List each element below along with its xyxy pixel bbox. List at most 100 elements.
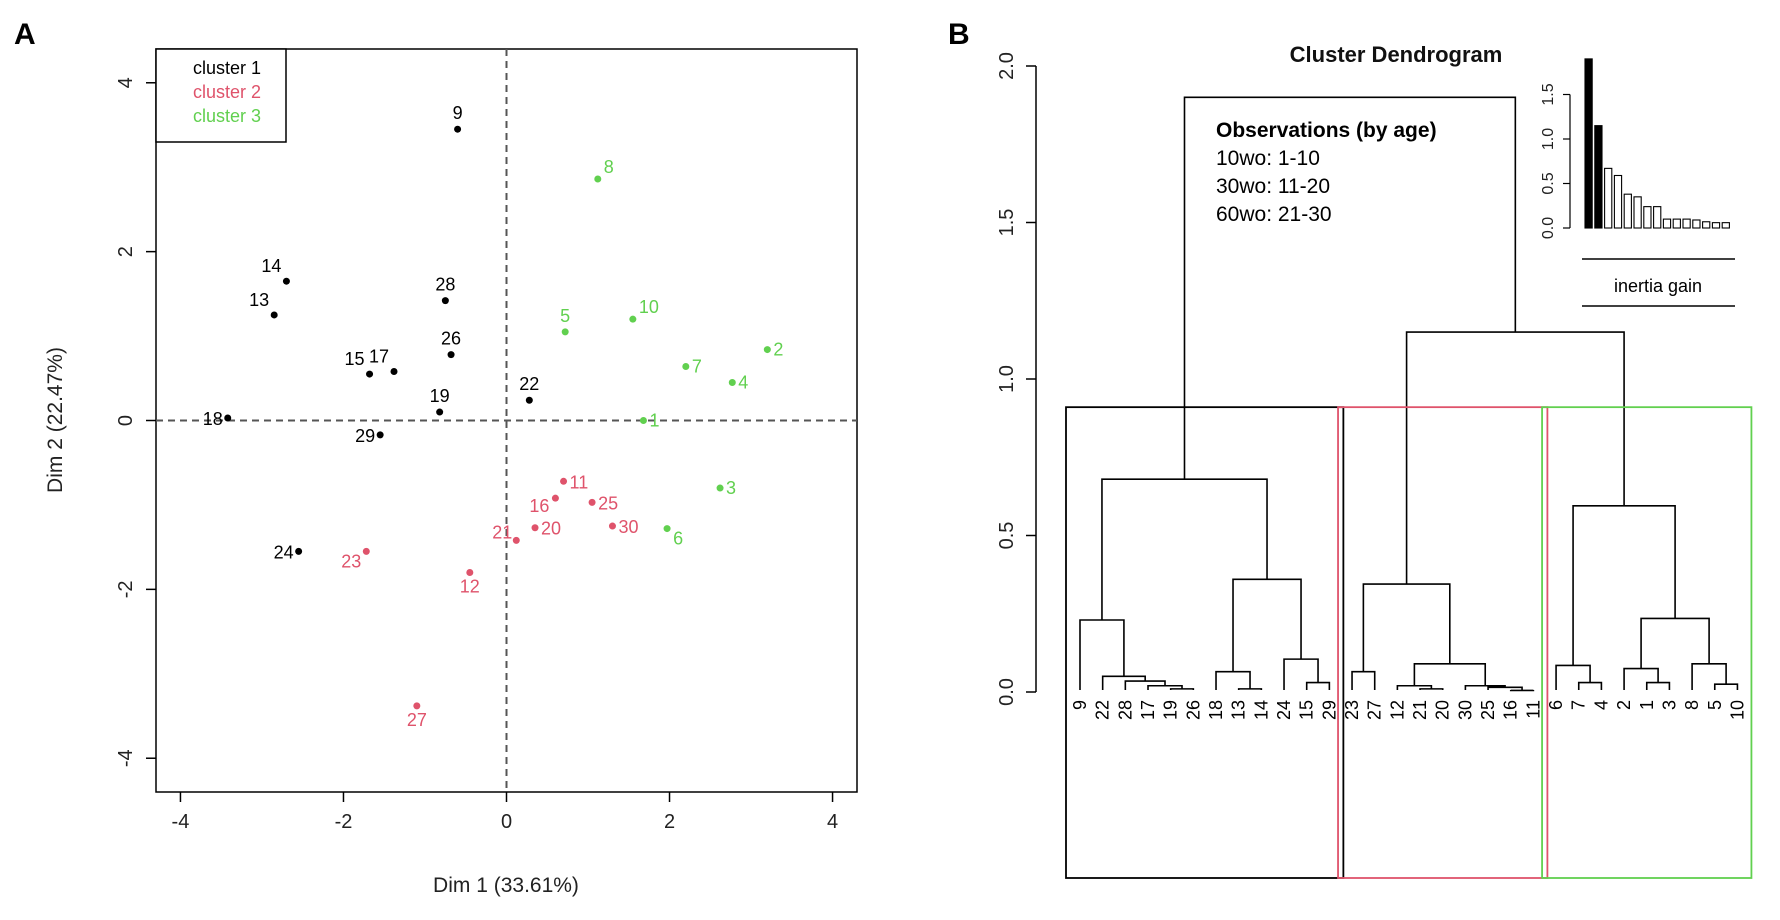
observations-note-line-1: 10wo: 1-10 xyxy=(1216,147,1320,170)
scatter-y-axis-label: Dim 2 (22.47%) xyxy=(44,347,67,493)
point-21 xyxy=(512,536,520,544)
merge-b1 xyxy=(1351,670,1376,690)
merge-c5 xyxy=(1713,683,1739,690)
point-8 xyxy=(594,175,602,183)
point-18 xyxy=(224,414,232,422)
leaf-label-13: 13 xyxy=(1229,700,1249,720)
x-tick-label: 0 xyxy=(501,811,512,833)
point-30 xyxy=(608,522,616,530)
cluster-box-2 xyxy=(1337,406,1549,879)
point-14 xyxy=(282,277,290,285)
point-9 xyxy=(454,125,462,133)
point-label-7: 7 xyxy=(692,356,702,376)
point-6 xyxy=(663,525,671,533)
leaf-label-30: 30 xyxy=(1455,700,1475,720)
leaf-label-9: 9 xyxy=(1070,700,1090,710)
point-11 xyxy=(560,477,568,485)
point-5 xyxy=(561,328,569,336)
point-10 xyxy=(629,315,637,323)
scatter-y-axis: -4 -2 0 2 4 xyxy=(115,77,156,767)
inertia-bar-6 xyxy=(1633,196,1642,229)
leaf-label-7: 7 xyxy=(1569,700,1589,710)
point-20 xyxy=(531,524,539,532)
point-1 xyxy=(639,417,647,424)
inertia-bar-13 xyxy=(1702,221,1711,229)
leaf-label-12: 12 xyxy=(1387,700,1407,720)
point-label-29: 29 xyxy=(355,426,375,446)
leaf-label-3: 3 xyxy=(1659,700,1679,710)
inertia-y-tick-label: 0.0 xyxy=(1540,217,1557,239)
leaf-label-22: 22 xyxy=(1093,700,1113,720)
point-22 xyxy=(525,396,533,404)
merge-c4 xyxy=(1623,667,1659,690)
point-label-25: 25 xyxy=(598,493,618,513)
point-label-2: 2 xyxy=(773,340,783,360)
y-tick-label: 4 xyxy=(115,77,137,88)
merge-a10 xyxy=(1232,578,1302,672)
point-label-15: 15 xyxy=(345,349,365,369)
point-label-3: 3 xyxy=(726,478,736,498)
point-label-26: 26 xyxy=(441,329,461,349)
merge-c1 xyxy=(1577,681,1603,690)
inertia-bar-5 xyxy=(1623,193,1632,229)
merge-c6 xyxy=(1691,663,1727,690)
point-label-28: 28 xyxy=(435,275,455,295)
point-label-17: 17 xyxy=(369,347,389,367)
point-label-24: 24 xyxy=(274,542,294,562)
scatter-x-axis: -4 -2 0 2 4 xyxy=(172,792,838,833)
leaf-label-1: 1 xyxy=(1637,700,1657,710)
point-17 xyxy=(390,368,398,376)
point-label-30: 30 xyxy=(618,517,638,537)
cluster-box-1 xyxy=(1065,406,1345,879)
dendrogram-leaf-labels: 9 22 28 17 19 26 18 13 14 24 15 29 23 27 12 21 20 30 25 16 1… xyxy=(1070,700,1747,720)
inertia-y-tick-label: 0.5 xyxy=(1540,172,1557,194)
dendrogram-y-tick-label: 1.5 xyxy=(996,209,1018,237)
merge-a6 xyxy=(1237,688,1263,690)
dendrogram-y-tick-label: 2.0 xyxy=(996,52,1018,80)
inertia-bar-8 xyxy=(1653,206,1662,229)
leaf-label-29: 29 xyxy=(1319,700,1339,720)
leaf-label-5: 5 xyxy=(1705,700,1725,710)
point-3 xyxy=(716,484,724,492)
merge-b8 xyxy=(1362,583,1451,672)
point-label-4: 4 xyxy=(738,373,748,393)
legend-entry-cluster-2: cluster 2 xyxy=(193,82,261,102)
dendrogram-y-tick-label: 1.0 xyxy=(996,365,1018,393)
point-label-20: 20 xyxy=(541,519,561,539)
point-4 xyxy=(728,379,736,387)
inertia-bar-15 xyxy=(1721,222,1730,229)
point-24 xyxy=(295,547,303,555)
leaf-label-6: 6 xyxy=(1546,700,1566,710)
panel-b-label: B xyxy=(948,18,970,51)
point-label-13: 13 xyxy=(249,290,269,310)
leaf-label-4: 4 xyxy=(1591,700,1611,710)
point-label-23: 23 xyxy=(341,551,361,571)
merge-a7 xyxy=(1215,670,1251,690)
legend-entry-cluster-1: cluster 1 xyxy=(193,58,261,78)
y-tick-label: -4 xyxy=(115,749,137,767)
merge-c7 xyxy=(1640,617,1710,669)
leaf-label-28: 28 xyxy=(1115,700,1135,720)
point-label-16: 16 xyxy=(529,496,549,516)
point-label-22: 22 xyxy=(519,374,539,394)
point-16 xyxy=(551,494,559,502)
point-label-18: 18 xyxy=(203,409,223,429)
point-28 xyxy=(441,297,449,305)
leaf-label-8: 8 xyxy=(1682,700,1702,710)
leaf-label-14: 14 xyxy=(1251,700,1271,720)
scatter-legend: cluster 1 cluster 2 cluster 3 xyxy=(155,48,287,143)
point-26 xyxy=(447,351,455,359)
leaf-label-11: 11 xyxy=(1523,700,1543,719)
cluster-box-3 xyxy=(1541,406,1753,879)
observations-note-title: Observations (by age) xyxy=(1216,119,1437,142)
point-29 xyxy=(376,431,384,439)
point-label-1: 1 xyxy=(649,411,659,431)
point-2 xyxy=(763,346,771,354)
inertia-bar-11 xyxy=(1682,218,1691,229)
x-tick-label: 2 xyxy=(664,811,675,833)
merge-a1 xyxy=(1169,688,1195,690)
leaf-label-16: 16 xyxy=(1501,700,1521,720)
